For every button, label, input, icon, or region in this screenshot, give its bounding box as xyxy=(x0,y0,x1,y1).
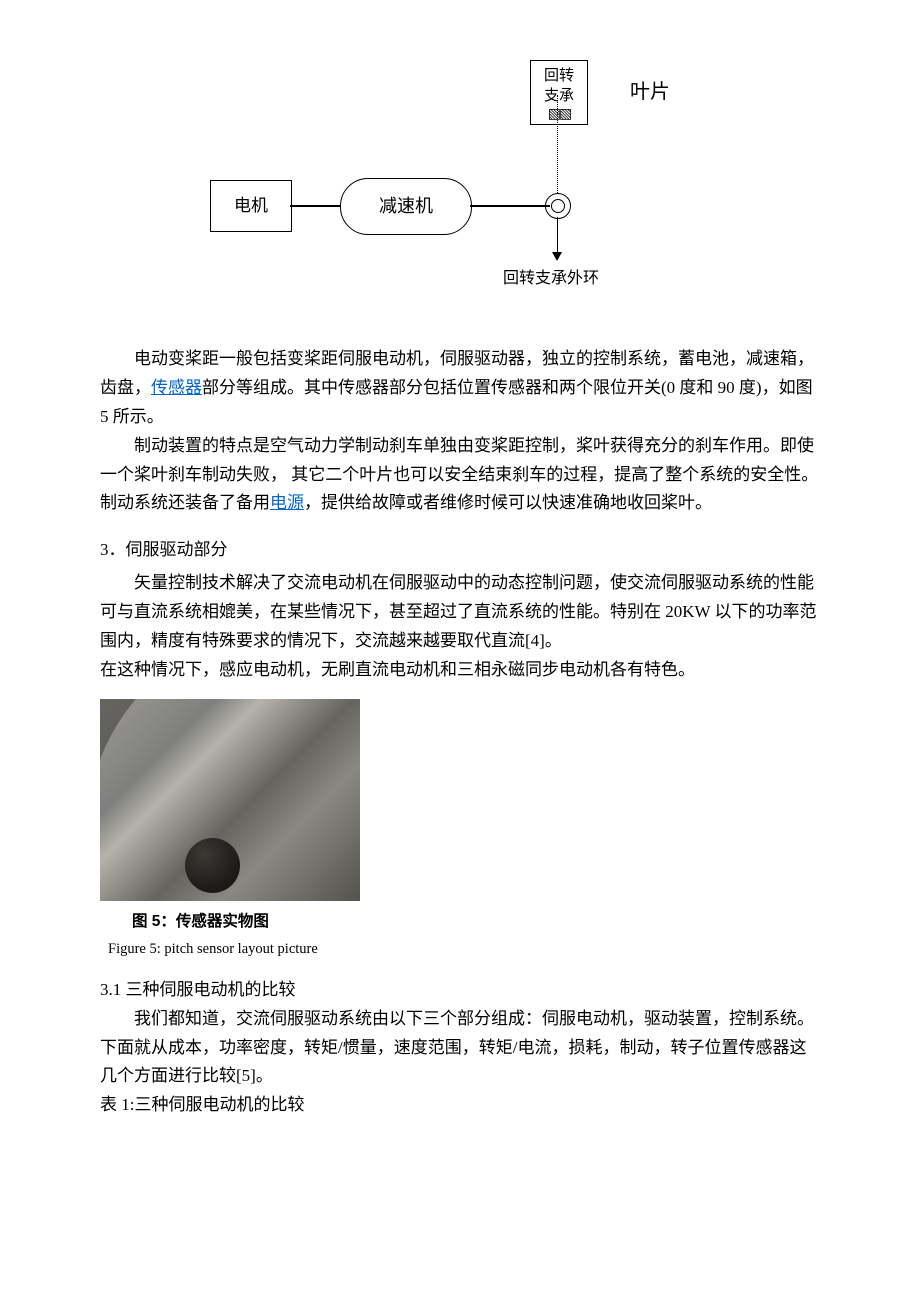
diagram-bearing-box: 回转 支承 ▧▧ xyxy=(530,60,588,125)
paragraph-1: 电动变桨距一般包括变桨距伺服电动机，伺服驱动器，独立的控制系统，蓄电池，减速箱，… xyxy=(100,345,820,432)
arrow-down-icon xyxy=(552,252,562,261)
hatch-icon: ▧▧ xyxy=(531,106,587,124)
diagram-connector xyxy=(557,217,559,257)
diagram-reducer-box: 减速机 xyxy=(340,178,472,235)
paragraph-5: 我们都知道，交流伺服驱动系统由以下三个部分组成：伺服电动机，驱动装置，控制系统。… xyxy=(100,1005,820,1092)
paragraph-2: 制动装置的特点是空气动力学制动刹车单独由变桨距控制，桨叶获得充分的刹车作用。即使… xyxy=(100,432,820,519)
paragraph-3: 矢量控制技术解决了交流电动机在伺服驱动中的动态控制问题，使交流伺服驱动系统的性能… xyxy=(100,569,820,656)
diagram-blade-label: 叶片 xyxy=(630,75,670,109)
diagram-connector xyxy=(290,205,340,207)
diagram-connector xyxy=(470,205,550,207)
diagram-joint-inner xyxy=(551,199,565,213)
text-segment: 部分等组成。其中传感器部分包括位置传感器和两个限位开关(0 度和 90 度)，如… xyxy=(100,378,813,426)
figure-5-caption-en: Figure 5: pitch sensor layout picture xyxy=(108,937,820,962)
diagram-outer-ring-label: 回转支承外环 xyxy=(503,265,599,292)
figure-5-caption-cn: 图 5：传感器实物图 xyxy=(132,909,820,935)
text-segment: ，提供给故障或者维修时候可以快速准确地收回桨叶。 xyxy=(304,493,712,512)
diagram-motor-box: 电机 xyxy=(210,180,292,232)
pitch-system-diagram: 电机 减速机 回转 支承 ▧▧ 叶片 回转支承外环 xyxy=(210,60,710,320)
photo-detail xyxy=(185,838,240,893)
section-3-heading: 3．伺服驱动部分 xyxy=(100,536,820,565)
bearing-label-line1: 回转 xyxy=(531,67,587,87)
section-3-1-heading: 3.1 三种伺服电动机的比较 xyxy=(100,976,820,1005)
paragraph-4: 在这种情况下，感应电动机，无刷直流电动机和三相永磁同步电动机各有特色。 xyxy=(100,656,820,685)
figure-5-photo xyxy=(100,699,360,901)
table-1-title: 表 1:三种伺服电动机的比较 xyxy=(100,1091,820,1120)
power-link[interactable]: 电源 xyxy=(270,493,304,512)
bearing-label-line2: 支承 xyxy=(531,87,587,107)
sensor-link[interactable]: 传感器 xyxy=(151,378,202,397)
